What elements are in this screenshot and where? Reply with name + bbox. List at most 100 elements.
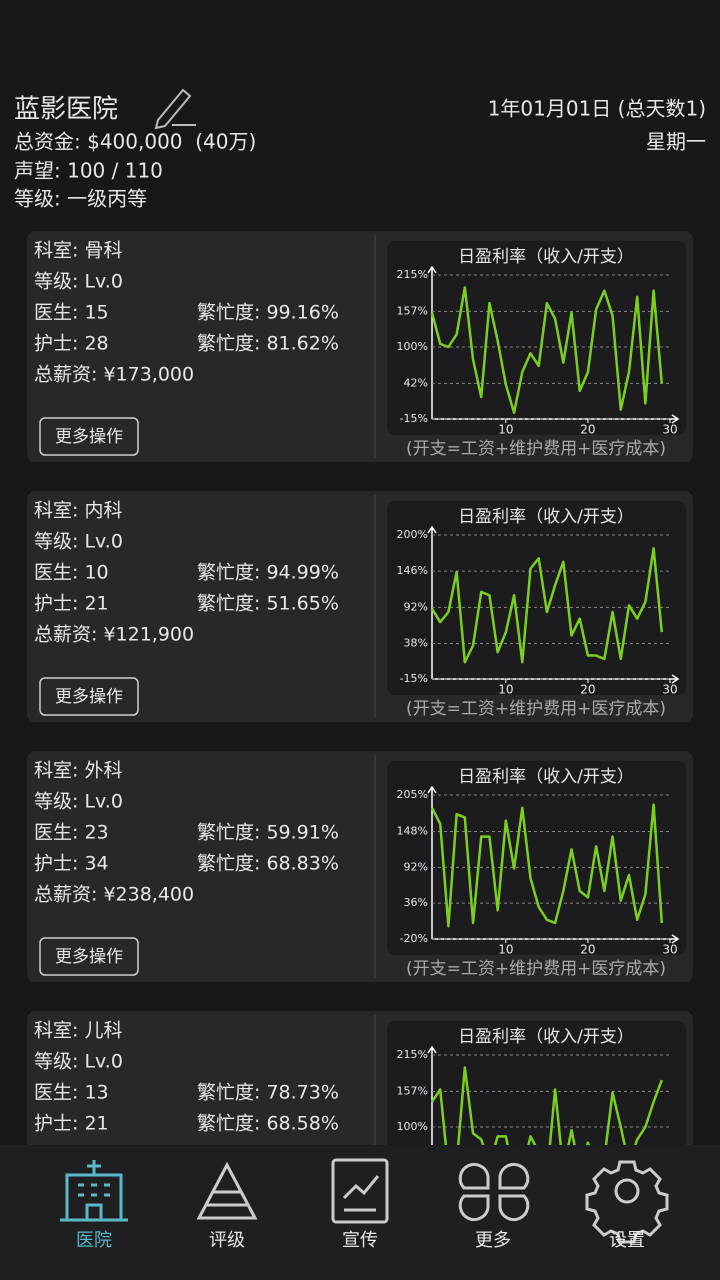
chart-title: 日盈利率（收入/开支） [458, 767, 634, 787]
y-tick-label: -20% [400, 932, 428, 945]
profit-line [430, 803, 664, 928]
y-axis [427, 785, 437, 939]
more-actions-label[interactable]: 更多操作 [55, 427, 123, 447]
chart-note: (开支=工资+维护费用+医疗成本) [406, 959, 666, 979]
nav-bar [0, 1145, 720, 1280]
x-tick-label: 30 [662, 683, 677, 697]
nav-label[interactable]: 医院 [76, 1230, 112, 1251]
nav-more-icon[interactable] [458, 1162, 530, 1222]
chart-note: (开支=工资+维护费用+医疗成本) [406, 699, 666, 719]
dept-level: 等级: Lv.0 [34, 531, 123, 553]
chart-note: (开支=工资+维护费用+医疗成本) [406, 439, 666, 459]
dept-doctors: 医生: 13 [34, 1082, 109, 1104]
dept-name: 科室: 外科 [34, 760, 122, 782]
profit-line [430, 547, 664, 664]
nav-label[interactable]: 设置 [609, 1230, 645, 1251]
date: 1年01月01日 (总天数1) [488, 97, 706, 121]
more-actions-label[interactable]: 更多操作 [55, 947, 123, 967]
y-tick-label: 36% [404, 896, 428, 909]
dept-doctor-busy: 繁忙度: 78.73% [197, 1082, 339, 1104]
dept-name: 科室: 内科 [34, 500, 122, 522]
edit-icon[interactable] [154, 88, 196, 130]
nav-promo-icon[interactable] [331, 1158, 389, 1224]
nav-rating-icon[interactable] [196, 1161, 258, 1220]
dept-level: 等级: Lv.0 [34, 1051, 123, 1073]
y-tick-label: 157% [397, 304, 428, 317]
x-tick-label: 10 [498, 683, 513, 697]
chart-panel [387, 241, 686, 435]
dept-nurses: 护士: 28 [34, 333, 109, 355]
y-tick-label: 200% [397, 528, 428, 541]
y-axis [427, 525, 437, 679]
chart-title: 日盈利率（收入/开支） [458, 1027, 634, 1047]
more-actions-button[interactable] [39, 417, 139, 456]
dept-name: 科室: 儿科 [34, 1020, 122, 1042]
more-actions-label[interactable]: 更多操作 [55, 687, 123, 707]
y-tick-label: 100% [397, 1120, 428, 1133]
hospital-level: 等级: 一级丙等 [14, 187, 147, 211]
y-tick-label: 157% [397, 1084, 428, 1097]
y-tick-label: 146% [397, 564, 428, 577]
weekday: 星期一 [646, 130, 706, 154]
y-tick-label: 92% [404, 860, 428, 873]
y-tick-label: 148% [397, 824, 428, 837]
profit-line [430, 286, 664, 414]
y-tick-label: -15% [400, 412, 428, 425]
hospital-name: 蓝影医院 [14, 95, 118, 125]
y-tick-label: 38% [404, 637, 428, 650]
dept-level: 等级: Lv.0 [34, 271, 123, 293]
dept-salary: 总薪资: ¥121,900 [34, 624, 194, 646]
nav-hospital-icon[interactable] [60, 1160, 128, 1222]
y-axis [427, 1045, 437, 1145]
chart-panel [387, 761, 686, 955]
dept-nurse-busy: 繁忙度: 81.62% [197, 333, 339, 355]
x-tick-label: 10 [498, 943, 513, 957]
dept-name: 科室: 骨科 [34, 240, 122, 262]
dept-doctor-busy: 繁忙度: 59.91% [197, 822, 339, 844]
nav-settings-icon[interactable] [585, 1160, 669, 1244]
y-tick-label: 205% [397, 788, 428, 801]
y-tick-label: 92% [404, 600, 428, 613]
nav-label[interactable]: 宣传 [342, 1230, 378, 1251]
profit-line [430, 1066, 663, 1145]
y-tick-label: 215% [397, 268, 428, 281]
dept-salary: 总薪资: ¥173,000 [34, 364, 194, 386]
chart-panel [387, 501, 686, 695]
y-axis [427, 265, 437, 419]
more-actions-button[interactable] [39, 937, 139, 976]
dept-salary: 总薪资: ¥238,400 [34, 884, 194, 906]
dept-nurses: 护士: 21 [34, 1113, 109, 1135]
x-tick-label: 20 [580, 423, 595, 437]
x-tick-label: 20 [580, 943, 595, 957]
dept-doctors: 医生: 15 [34, 302, 109, 324]
dept-doctor-busy: 繁忙度: 99.16% [197, 302, 339, 324]
more-actions-button[interactable] [39, 677, 139, 716]
x-tick-label: 10 [498, 423, 513, 437]
y-tick-label: -15% [400, 672, 428, 685]
dept-nurses: 护士: 34 [34, 853, 109, 875]
x-tick-label: 30 [662, 943, 677, 957]
y-tick-label: 42% [404, 376, 428, 389]
dept-nurse-busy: 繁忙度: 51.65% [197, 593, 339, 615]
dept-nurse-busy: 繁忙度: 68.83% [197, 853, 339, 875]
dept-nurses: 护士: 21 [34, 593, 109, 615]
chart-title: 日盈利率（收入/开支） [458, 247, 634, 267]
nav-label[interactable]: 评级 [209, 1230, 245, 1251]
funds: 总资金: $400,000 (40万) [14, 130, 256, 154]
nav-label[interactable]: 更多 [475, 1230, 511, 1251]
reputation: 声望: 100 / 110 [14, 159, 163, 183]
dept-level: 等级: Lv.0 [34, 791, 123, 813]
x-tick-label: 30 [662, 423, 677, 437]
y-tick-label: 215% [397, 1048, 428, 1061]
dept-doctors: 医生: 10 [34, 562, 109, 584]
chart-title: 日盈利率（收入/开支） [458, 507, 634, 527]
dept-nurse-busy: 繁忙度: 68.58% [197, 1113, 339, 1135]
x-tick-label: 20 [580, 683, 595, 697]
y-tick-label: 100% [397, 340, 428, 353]
